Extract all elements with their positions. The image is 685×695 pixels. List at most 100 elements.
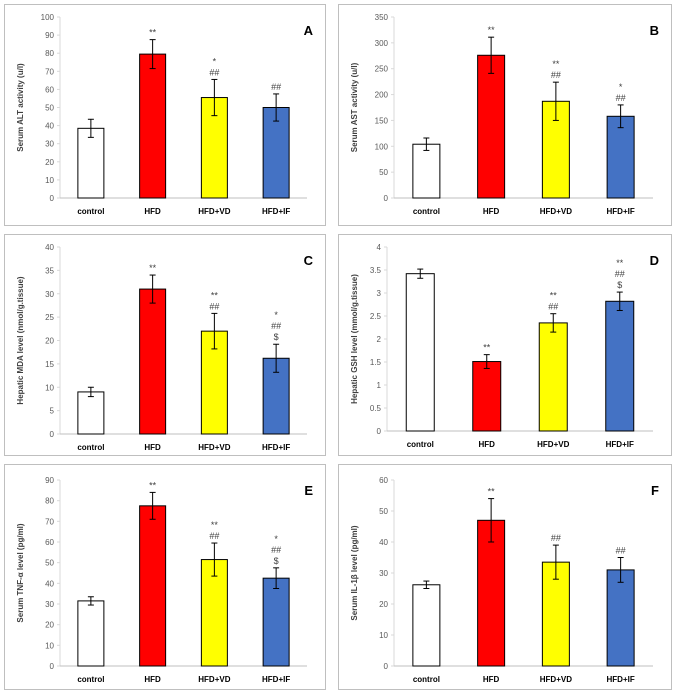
x-tick-label: control bbox=[413, 675, 440, 684]
y-tick-label: 10 bbox=[45, 383, 54, 392]
significance-mark: ** bbox=[483, 343, 491, 353]
significance-mark: * bbox=[274, 534, 278, 544]
y-tick-label: 2 bbox=[377, 335, 382, 344]
panel-letter: D bbox=[650, 253, 659, 268]
chart-svg: 0 10 20 30 40 50 60 70 80 90 Serum TNF-α level (pg… bbox=[16, 476, 313, 684]
y-tick-label: 150 bbox=[375, 116, 389, 125]
y-tick-label: 50 bbox=[45, 104, 54, 113]
x-tick-label: HFD+IF bbox=[262, 207, 290, 216]
y-tick-label: 50 bbox=[45, 559, 54, 568]
y-tick-label: 20 bbox=[379, 600, 388, 609]
y-tick-label: 50 bbox=[379, 168, 388, 177]
bar-hfd-if bbox=[262, 357, 290, 435]
y-axis-title: Serum IL-1β level (pg/ml) bbox=[350, 525, 359, 620]
y-tick-label: 100 bbox=[41, 13, 55, 22]
chart-panel-c: 0 5 10 15 20 25 30 35 40 Hepatic MDA level (nmol/… bbox=[4, 234, 326, 456]
y-tick-label: 300 bbox=[375, 39, 389, 48]
x-tick-label: HFD+VD bbox=[537, 440, 569, 449]
significance-mark: ## bbox=[271, 321, 281, 331]
x-tick-label: HFD+IF bbox=[607, 675, 635, 684]
y-axis-title: Serum TNF-α level (pg/ml) bbox=[16, 523, 25, 622]
significance-mark: ** bbox=[552, 59, 560, 69]
x-tick-label: HFD+IF bbox=[262, 443, 290, 452]
x-tick-label: HFD+VD bbox=[540, 675, 572, 684]
significance-mark: ** bbox=[149, 28, 157, 38]
y-axis-title: Hepatic GSH level (mmol/g.tissue) bbox=[350, 274, 359, 404]
x-tick-label: HFD bbox=[479, 440, 496, 449]
x-tick-label: control bbox=[77, 207, 104, 216]
y-tick-label: 1 bbox=[377, 381, 382, 390]
bar-hfd-if bbox=[262, 577, 290, 667]
panel-letter: A bbox=[304, 23, 314, 38]
bar-hfd-if bbox=[605, 300, 635, 432]
x-tick-label: HFD bbox=[483, 207, 500, 216]
panel-letter: E bbox=[304, 483, 313, 498]
y-tick-label: 10 bbox=[45, 176, 54, 185]
significance-mark: $ bbox=[617, 280, 622, 290]
bar-hfd bbox=[477, 54, 506, 199]
x-tick-label: HFD+VD bbox=[198, 207, 230, 216]
y-tick-label: 0 bbox=[377, 427, 382, 436]
bar-control bbox=[412, 584, 441, 667]
y-tick-label: 90 bbox=[45, 476, 54, 485]
x-tick-label: control bbox=[77, 443, 104, 452]
y-tick-label: 0 bbox=[50, 194, 55, 203]
x-tick-label: control bbox=[413, 207, 440, 216]
significance-mark: $ bbox=[274, 556, 279, 566]
y-tick-label: 4 bbox=[377, 243, 382, 252]
y-tick-label: 20 bbox=[45, 337, 54, 346]
y-tick-label: 40 bbox=[379, 538, 388, 547]
bar-hfd-vd bbox=[538, 322, 568, 432]
x-tick-label: HFD+VD bbox=[540, 207, 572, 216]
y-tick-label: 40 bbox=[45, 243, 54, 252]
y-tick-label: 200 bbox=[375, 91, 389, 100]
significance-mark: ** bbox=[211, 520, 219, 530]
y-tick-label: 20 bbox=[45, 158, 54, 167]
y-tick-label: 0 bbox=[50, 662, 55, 671]
y-tick-label: 0 bbox=[50, 430, 55, 439]
y-tick-label: 30 bbox=[45, 600, 54, 609]
significance-mark: ## bbox=[615, 269, 625, 279]
y-tick-label: 250 bbox=[375, 65, 389, 74]
bar-hfd-vd bbox=[541, 561, 570, 667]
chart-panel-a: 0 10 20 30 40 50 60 70 80 90 100 Serum ALT activity… bbox=[4, 4, 326, 226]
significance-mark: * bbox=[274, 310, 278, 320]
y-tick-label: 30 bbox=[45, 140, 54, 149]
panel-letter: C bbox=[304, 253, 314, 268]
y-tick-label: 100 bbox=[375, 142, 389, 151]
y-tick-label: 2.5 bbox=[370, 312, 382, 321]
significance-mark: ## bbox=[209, 531, 219, 541]
x-tick-label: control bbox=[407, 440, 434, 449]
bar-hfd bbox=[477, 519, 506, 667]
chart-svg: 0 10 20 30 40 50 60 70 80 90 100 Serum ALT activity… bbox=[16, 13, 314, 216]
x-tick-label: HFD bbox=[144, 675, 161, 684]
chart-svg: 0 50 100 150 200 250 300 350 Serum AST activity … bbox=[350, 13, 659, 216]
significance-mark: ## bbox=[616, 93, 626, 103]
y-axis-title: Serum ALT activity (u/l) bbox=[16, 63, 25, 152]
y-tick-label: 60 bbox=[45, 538, 54, 547]
significance-mark: ## bbox=[551, 533, 561, 543]
y-tick-label: 1.5 bbox=[370, 358, 382, 367]
significance-mark: ## bbox=[548, 302, 558, 312]
y-tick-label: 0 bbox=[384, 194, 389, 203]
panel-letter: B bbox=[650, 23, 659, 38]
x-tick-label: HFD+IF bbox=[606, 440, 634, 449]
y-tick-label: 0 bbox=[384, 662, 389, 671]
bar-hfd bbox=[472, 361, 502, 432]
bar-control bbox=[405, 273, 435, 432]
significance-mark: ** bbox=[616, 258, 624, 268]
y-tick-label: 30 bbox=[379, 569, 388, 578]
bar-hfd-if bbox=[606, 569, 635, 667]
y-tick-label: 30 bbox=[45, 290, 54, 299]
y-tick-label: 3 bbox=[377, 289, 382, 298]
significance-mark: ** bbox=[550, 291, 558, 301]
chart-svg: 0 10 20 30 40 50 60 Serum IL-1β level (pg/ml) Fc… bbox=[350, 476, 659, 684]
y-axis-title: Serum AST activity (u/l) bbox=[350, 62, 359, 152]
y-axis-title: Hepatic MDA level (nmol/g.tissue) bbox=[16, 276, 25, 405]
significance-mark: ## bbox=[551, 70, 561, 80]
y-tick-label: 70 bbox=[45, 517, 54, 526]
x-tick-label: HFD bbox=[144, 207, 161, 216]
x-tick-label: HFD+VD bbox=[198, 675, 230, 684]
significance-mark: ** bbox=[149, 480, 157, 490]
significance-mark: * bbox=[619, 82, 623, 92]
